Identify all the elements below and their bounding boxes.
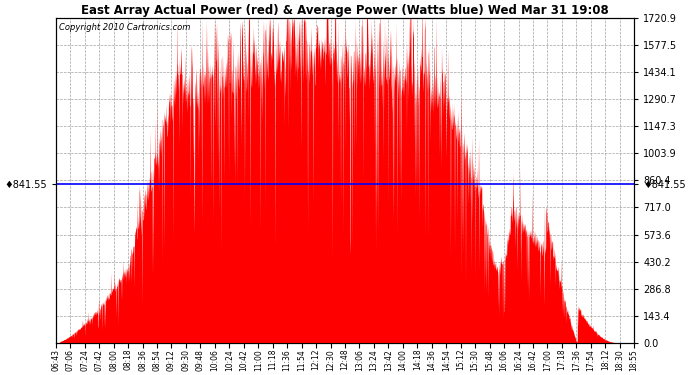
Text: Copyright 2010 Cartronics.com: Copyright 2010 Cartronics.com [59,23,190,32]
Title: East Array Actual Power (red) & Average Power (Watts blue) Wed Mar 31 19:08: East Array Actual Power (red) & Average … [81,4,609,17]
